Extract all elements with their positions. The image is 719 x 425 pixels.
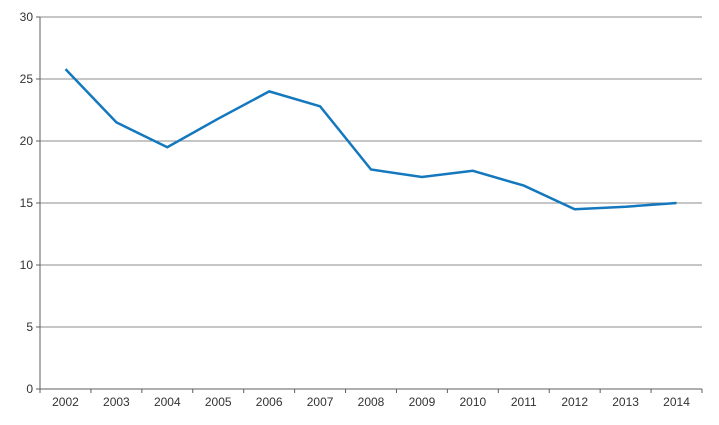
x-axis-tick-label: 2002 — [52, 395, 79, 409]
x-axis-tick-label: 2007 — [307, 395, 334, 409]
x-axis-tick-label: 2010 — [459, 395, 486, 409]
x-axis-tick-label: 2012 — [561, 395, 588, 409]
x-axis-tick-label: 2004 — [154, 395, 181, 409]
y-axis-tick-label: 20 — [20, 134, 34, 148]
x-axis-tick-label: 2009 — [409, 395, 436, 409]
x-axis-tick-label: 2014 — [663, 395, 690, 409]
y-axis-tick-label: 25 — [20, 72, 34, 86]
y-axis-tick-label: 30 — [20, 10, 34, 24]
x-axis-tick-label: 2003 — [103, 395, 130, 409]
data-line — [64, 68, 677, 211]
x-axis-tick-label: 2013 — [612, 395, 639, 409]
y-axis-tick-label: 0 — [26, 382, 33, 396]
x-axis-tick-label: 2006 — [256, 395, 283, 409]
x-axis-tick-label: 2005 — [205, 395, 232, 409]
y-axis-tick-label: 10 — [20, 258, 34, 272]
x-axis-tick-label: 2008 — [358, 395, 385, 409]
y-axis-tick-label: 5 — [26, 320, 33, 334]
y-axis-tick-label: 15 — [20, 196, 34, 210]
x-axis-tick-label: 2011 — [511, 395, 537, 409]
